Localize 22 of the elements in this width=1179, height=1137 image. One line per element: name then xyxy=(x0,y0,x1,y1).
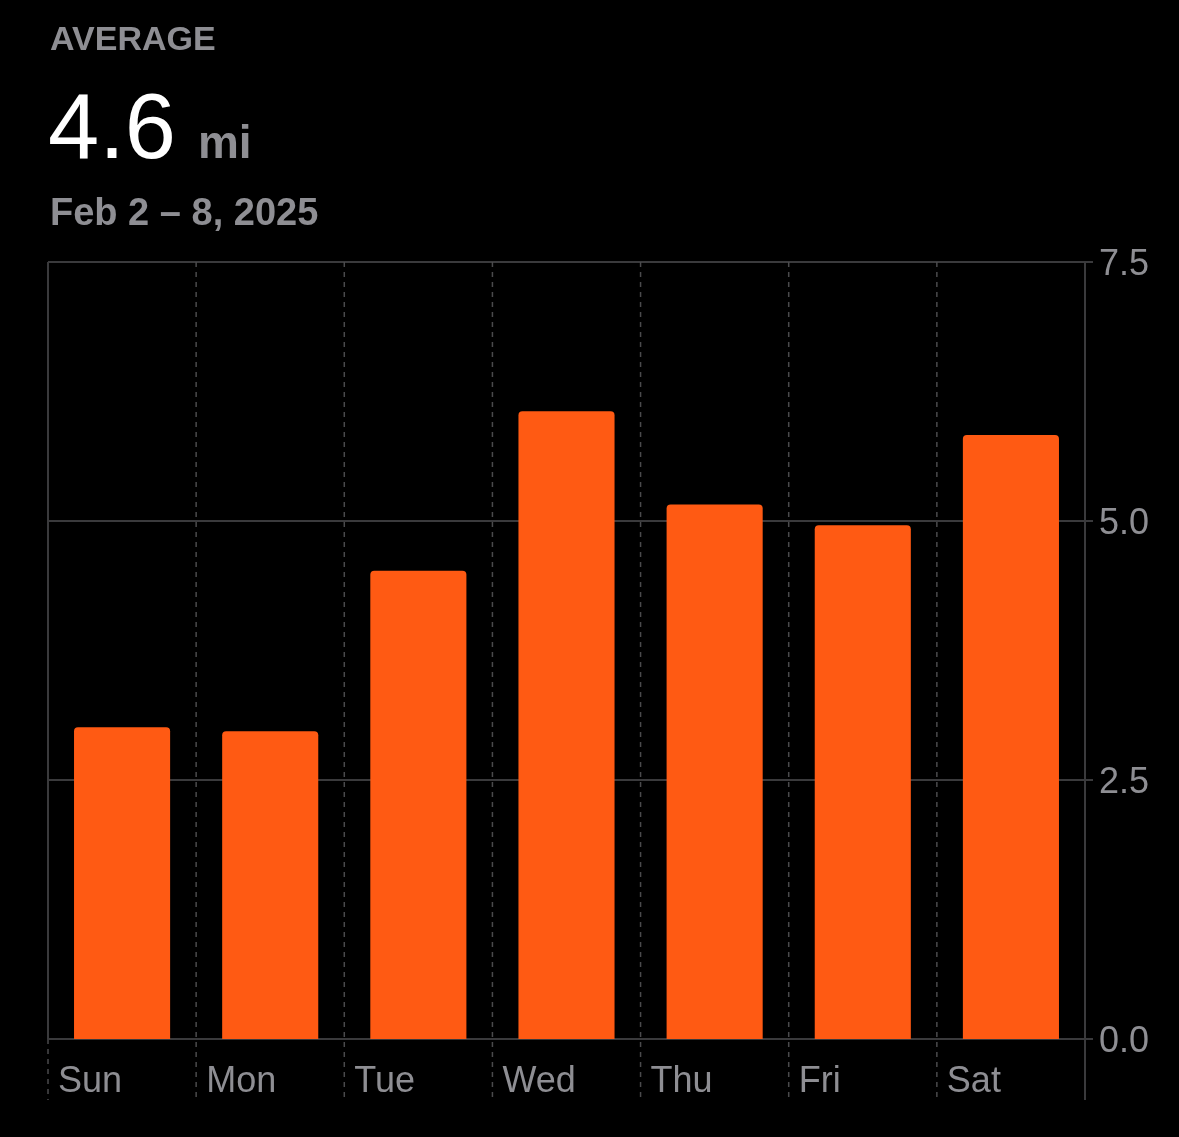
text: mi xyxy=(197,116,252,168)
bar xyxy=(962,435,1059,1039)
y-tick-label: 5.0 xyxy=(1099,500,1150,542)
bar xyxy=(370,570,467,1039)
chart-subtitle: Feb 2 – 8, 2025 xyxy=(50,191,319,233)
text: 4.6 xyxy=(48,75,176,177)
x-tick-label: Sat xyxy=(946,1059,1001,1100)
x-tick-label: Mon xyxy=(206,1059,277,1100)
bar xyxy=(666,504,763,1039)
x-tick-label: Fri xyxy=(798,1059,841,1100)
x-tick-label: Sun xyxy=(58,1059,123,1100)
x-tick-label: Tue xyxy=(354,1059,415,1100)
x-tick-label: Thu xyxy=(650,1059,713,1100)
y-tick-label: 7.5 xyxy=(1099,241,1150,283)
chart-title: AVERAGE xyxy=(50,19,216,57)
bar xyxy=(518,411,615,1039)
bar xyxy=(814,525,911,1039)
y-tick-label: 0.0 xyxy=(1099,1018,1150,1060)
bar xyxy=(222,731,319,1039)
x-tick-label: Wed xyxy=(502,1059,576,1100)
y-tick-label: 2.5 xyxy=(1099,759,1150,801)
bar xyxy=(74,727,171,1039)
